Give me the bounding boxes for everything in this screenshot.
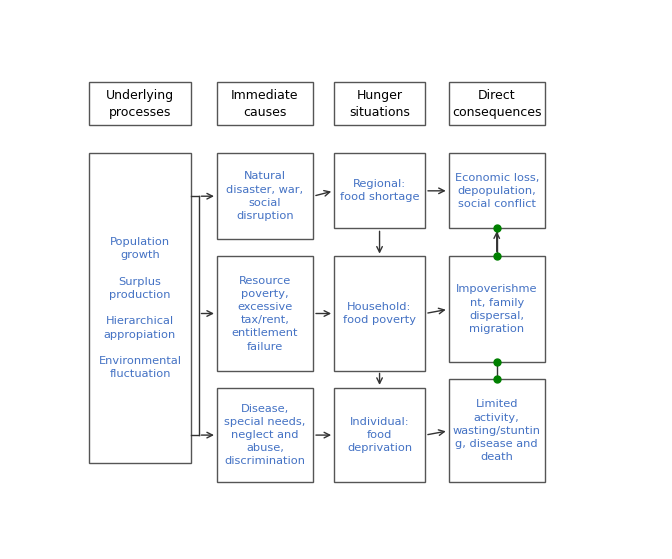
Bar <box>334 388 425 482</box>
Bar <box>217 257 313 371</box>
Text: Resource
poverty,
excessive
tax/rent,
entitlement
failure: Resource poverty, excessive tax/rent, en… <box>232 276 298 352</box>
Text: Hunger
situations: Hunger situations <box>349 89 410 119</box>
Bar <box>334 257 425 371</box>
Text: Underlying
processes: Underlying processes <box>106 89 174 119</box>
Bar <box>449 153 545 229</box>
Bar <box>89 153 191 463</box>
Text: Individual:
food
deprivation: Individual: food deprivation <box>347 417 412 453</box>
Text: Regional:
food shortage: Regional: food shortage <box>340 179 419 202</box>
Text: Economic loss,
depopulation,
social conflict: Economic loss, depopulation, social conf… <box>454 173 539 209</box>
Bar <box>217 388 313 482</box>
Bar <box>334 153 425 229</box>
Bar <box>449 379 545 482</box>
Bar <box>449 82 545 125</box>
Text: Population
growth

Surplus
production

Hierarchical
appropiation

Environmental
: Population growth Surplus production Hie… <box>99 237 181 379</box>
Text: Limited
activity,
wasting/stuntin
g, disease and
death: Limited activity, wasting/stuntin g, dis… <box>453 399 541 462</box>
Bar <box>89 82 191 125</box>
Text: Disease,
special needs,
neglect and
abuse,
discrimination: Disease, special needs, neglect and abus… <box>224 404 306 467</box>
Text: Immediate
causes: Immediate causes <box>231 89 299 119</box>
Text: Direct
consequences: Direct consequences <box>452 89 542 119</box>
Bar <box>334 82 425 125</box>
Text: Impoverishme
nt, family
dispersal,
migration: Impoverishme nt, family dispersal, migra… <box>456 285 538 334</box>
Bar <box>217 82 313 125</box>
Text: Household:
food poverty: Household: food poverty <box>343 302 416 325</box>
Bar <box>449 257 545 362</box>
Bar <box>217 153 313 239</box>
Text: Natural
disaster, war,
social
disruption: Natural disaster, war, social disruption <box>226 172 304 221</box>
